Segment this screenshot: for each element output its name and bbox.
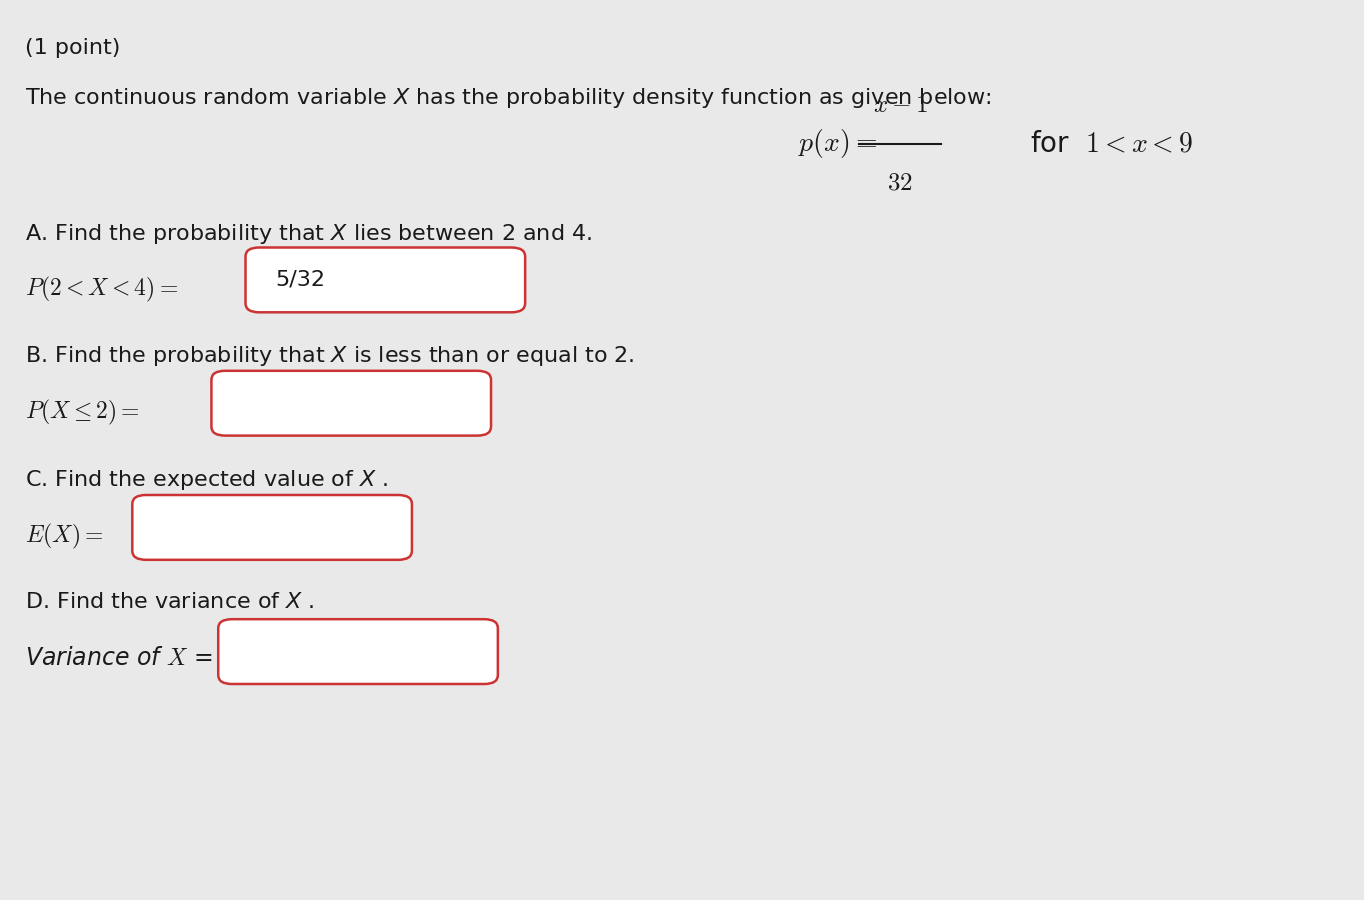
Text: $P(X \leq 2) =$: $P(X \leq 2) =$	[25, 398, 139, 427]
FancyBboxPatch shape	[246, 248, 525, 312]
FancyBboxPatch shape	[132, 495, 412, 560]
Text: $x - 1$: $x - 1$	[873, 93, 928, 117]
Text: Variance of $\mathit{X}$ =: Variance of $\mathit{X}$ =	[25, 646, 213, 670]
Text: $E(X) =$: $E(X) =$	[25, 522, 104, 551]
Text: $p(x) =$: $p(x) =$	[798, 128, 877, 160]
Text: C. Find the expected value of $\mathit{X}$ .: C. Find the expected value of $\mathit{X…	[25, 468, 387, 492]
Text: B. Find the probability that $\mathit{X}$ is less than or equal to 2.: B. Find the probability that $\mathit{X}…	[25, 344, 634, 368]
Text: $32$: $32$	[888, 171, 913, 195]
Text: for  $1 < x < 9$: for $1 < x < 9$	[1030, 130, 1192, 158]
Text: The continuous random variable $\mathit{X}$ has the probability density function: The continuous random variable $\mathit{…	[25, 86, 992, 110]
Text: A. Find the probability that $\mathit{X}$ lies between 2 and 4.: A. Find the probability that $\mathit{X}…	[25, 222, 592, 247]
FancyBboxPatch shape	[211, 371, 491, 436]
Text: $P(2 < X < 4) =$: $P(2 < X < 4) =$	[25, 274, 177, 303]
FancyBboxPatch shape	[218, 619, 498, 684]
Text: D. Find the variance of $\mathit{X}$ .: D. Find the variance of $\mathit{X}$ .	[25, 592, 314, 612]
Text: 5/32: 5/32	[276, 270, 326, 290]
Text: (1 point): (1 point)	[25, 38, 120, 58]
